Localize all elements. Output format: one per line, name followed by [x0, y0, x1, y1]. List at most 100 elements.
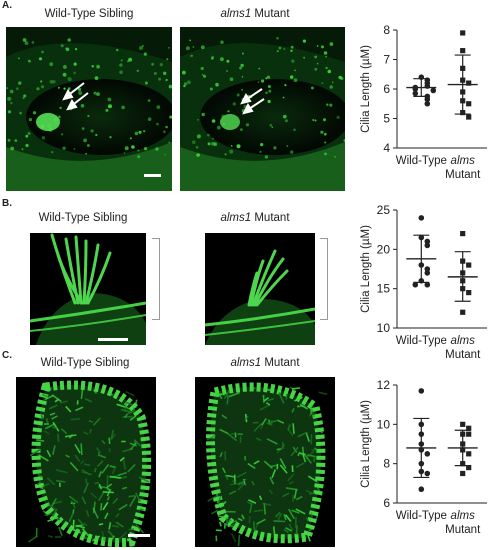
cilia-fiber [248, 387, 256, 392]
fluorescent-speck [323, 51, 328, 55]
cilia-fiber [104, 512, 109, 520]
cilia-fiber [70, 418, 81, 421]
cilia-fiber [220, 393, 225, 396]
cilia-fiber [301, 533, 307, 539]
cilia-fiber [83, 522, 88, 527]
fluorescent-speck [212, 137, 214, 140]
cilia-fiber [210, 509, 219, 515]
fluorescent-speck [282, 114, 287, 119]
fluorescent-speck [215, 82, 219, 87]
y-tick-label: 10 [377, 321, 391, 335]
fluorescent-speck [227, 110, 230, 113]
fluorescent-speck [128, 57, 132, 62]
cilia-fiber [256, 518, 266, 525]
fluorescent-speck [158, 77, 162, 81]
cilia-fiber [237, 534, 241, 547]
cilia-fiber [237, 517, 243, 522]
cilia-fiber [219, 428, 229, 435]
fluorescent-speck [291, 59, 295, 63]
fluorescent-speck [169, 115, 172, 119]
fluorescent-speck [73, 62, 77, 66]
cilia-fiber [125, 390, 135, 397]
fluorescent-speck [80, 104, 85, 108]
fluorescent-speck [40, 80, 43, 83]
cilia-fiber [55, 479, 66, 483]
fluorescent-speck [207, 142, 211, 146]
cilia-fiber [47, 502, 58, 512]
fluorescent-speck [87, 144, 90, 147]
cilia-fiber [262, 502, 272, 507]
cilia-fiber [282, 492, 290, 498]
y-tick-label: 6 [383, 496, 390, 510]
fluorescent-speck [290, 45, 294, 49]
fluorescent-speck [49, 62, 54, 67]
cilia-fiber [106, 487, 112, 492]
cilia-fiber [291, 387, 301, 390]
caption-suffix: Mutant [251, 8, 290, 20]
cilia-fiber [129, 441, 138, 451]
data-point [460, 470, 466, 477]
fluorescent-speck [192, 140, 196, 144]
fluorescent-speck [196, 134, 201, 139]
fluorescent-speck [59, 106, 62, 110]
data-point [466, 101, 472, 107]
fluorescent-speck [119, 63, 123, 67]
y-tick-label: 8 [383, 23, 390, 37]
fluorescent-speck [109, 136, 112, 139]
fluorescent-speck [257, 81, 260, 83]
cilia-fiber [98, 471, 102, 478]
cilia-fiber [308, 527, 314, 532]
fluorescent-speck [60, 44, 64, 48]
cilia-fiber [229, 520, 237, 525]
cilia-fiber [52, 426, 57, 430]
fluorescent-speck [10, 146, 15, 151]
fluorescent-speck [143, 130, 146, 133]
fluorescent-speck [229, 149, 234, 154]
cilia-fiber [305, 517, 310, 522]
cilia-fiber [273, 520, 286, 523]
fluorescent-speck [232, 102, 236, 106]
cilia-fiber [134, 399, 138, 408]
cilia-fiber [259, 403, 271, 411]
cilia-fiber [129, 415, 137, 421]
cilia-fiber [284, 514, 292, 522]
fluorescent-speck [153, 72, 157, 75]
cilia-fiber [115, 521, 124, 528]
cilia-fiber [51, 394, 62, 403]
fluorescent-speck [245, 123, 250, 127]
cilia-fiber [254, 530, 258, 536]
x-category-label: Wild-Type [396, 335, 447, 347]
cilia-fiber [279, 458, 287, 469]
cilia-fiber [98, 492, 105, 502]
cilia-fiber [314, 515, 319, 522]
fluorescent-speck [144, 147, 148, 151]
fluorescent-speck [155, 147, 159, 151]
micrograph-c-wildtype-image [16, 377, 156, 547]
cilia-fiber [127, 463, 136, 473]
fluorescent-speck [239, 66, 242, 70]
panel-a-wildtype-caption: Wild-Type Sibling [44, 8, 134, 20]
fluorescent-speck [314, 67, 318, 71]
fluorescent-speck [119, 70, 123, 75]
cilia-fiber [292, 446, 298, 454]
fluorescent-speck [62, 72, 67, 77]
cilia-fiber [288, 480, 294, 485]
cilia-fiber [98, 523, 104, 526]
gene-name: alms1 [220, 8, 252, 20]
cilia-fiber [128, 528, 135, 531]
plot-b: 10 15 20 25 Cilia Length (µM) Wild-Type alms Mu… [355, 200, 495, 375]
cilia-fiber [291, 509, 300, 514]
fluorescent-speck [303, 56, 306, 59]
cilia-fiber [237, 484, 244, 491]
plot-a: 4 5 6 7 8 Cilia Length (µM) Wild-Type alms Mutan… [355, 20, 495, 195]
data-point [424, 451, 431, 457]
fluorescent-speck [63, 87, 66, 90]
micrograph-c-mutant [195, 377, 335, 547]
fluorescent-speck [94, 76, 99, 80]
cilia-fiber [44, 430, 50, 435]
fluorescent-speck [90, 129, 94, 133]
cilia-fiber [122, 459, 126, 470]
fluorescent-speck [226, 59, 230, 63]
cilia-fiber [139, 508, 144, 511]
fluorescent-speck [22, 96, 25, 100]
